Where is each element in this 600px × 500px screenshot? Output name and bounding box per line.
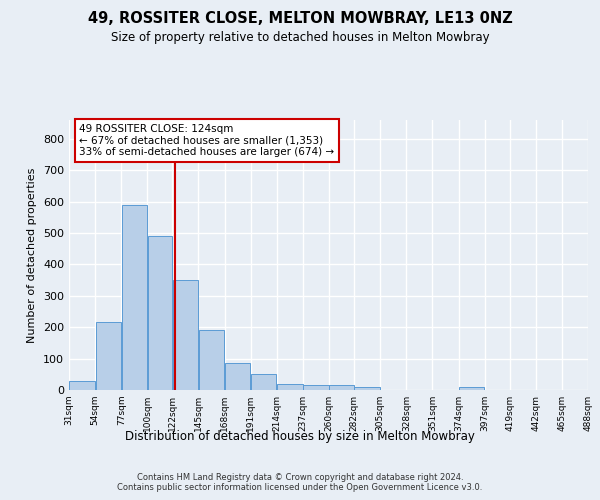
Bar — [95, 322, 121, 390]
Bar — [70, 380, 95, 390]
Bar — [277, 384, 302, 390]
Bar — [225, 364, 250, 390]
Y-axis label: Number of detached properties: Number of detached properties — [28, 168, 37, 342]
Bar — [251, 374, 277, 390]
Bar — [355, 388, 380, 390]
Bar — [459, 388, 484, 390]
Text: 49, ROSSITER CLOSE, MELTON MOWBRAY, LE13 0NZ: 49, ROSSITER CLOSE, MELTON MOWBRAY, LE13… — [88, 11, 512, 26]
Bar — [329, 386, 353, 390]
Bar — [304, 386, 329, 390]
Bar — [122, 206, 147, 390]
Bar — [148, 236, 172, 390]
Bar — [173, 280, 198, 390]
Bar — [199, 330, 224, 390]
Text: Size of property relative to detached houses in Melton Mowbray: Size of property relative to detached ho… — [110, 31, 490, 44]
Text: 49 ROSSITER CLOSE: 124sqm
← 67% of detached houses are smaller (1,353)
33% of se: 49 ROSSITER CLOSE: 124sqm ← 67% of detac… — [79, 124, 335, 157]
Text: Distribution of detached houses by size in Melton Mowbray: Distribution of detached houses by size … — [125, 430, 475, 443]
Text: Contains HM Land Registry data © Crown copyright and database right 2024.
Contai: Contains HM Land Registry data © Crown c… — [118, 473, 482, 492]
